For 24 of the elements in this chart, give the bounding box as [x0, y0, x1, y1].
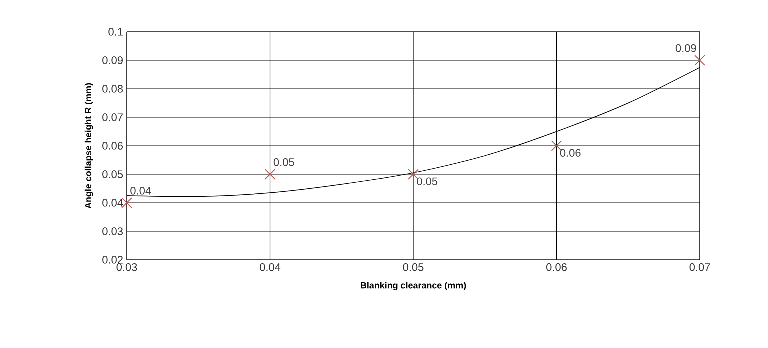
x-tick-label: 0.03 [116, 264, 138, 272]
data-label: 0.05 [274, 158, 294, 166]
data-label: 0.05 [417, 178, 438, 186]
x-axis-title: Blanking clearance (mm) [361, 282, 466, 291]
data-label: 0.09 [676, 44, 696, 52]
y-tick-label: 0.04 [102, 199, 124, 207]
y-tick-label: 0.09 [102, 56, 123, 64]
y-tick-label: 0.02 [102, 256, 123, 264]
point [694, 55, 706, 66]
y-tick-label: 0.06 [102, 142, 123, 150]
y-tick-label: 0.05 [102, 170, 124, 178]
y-tick-label: 0.03 [102, 228, 123, 236]
x-tick-label: 0.07 [690, 264, 710, 272]
data-label: 0.04 [130, 187, 152, 195]
x-tick-label: 0.05 [403, 264, 424, 272]
point [408, 169, 419, 180]
y-tick-label: 0.1 [108, 28, 123, 36]
x-tick-label: 0.04 [260, 264, 281, 272]
y-tick-label: 0.07 [102, 114, 123, 122]
x-tick-label: 0.06 [546, 264, 567, 272]
data-label: 0.06 [560, 149, 581, 157]
point [264, 169, 276, 180]
y-tick-label: 0.08 [102, 85, 123, 93]
y-axis-title: Angle collapse height R (mm) [84, 83, 94, 209]
